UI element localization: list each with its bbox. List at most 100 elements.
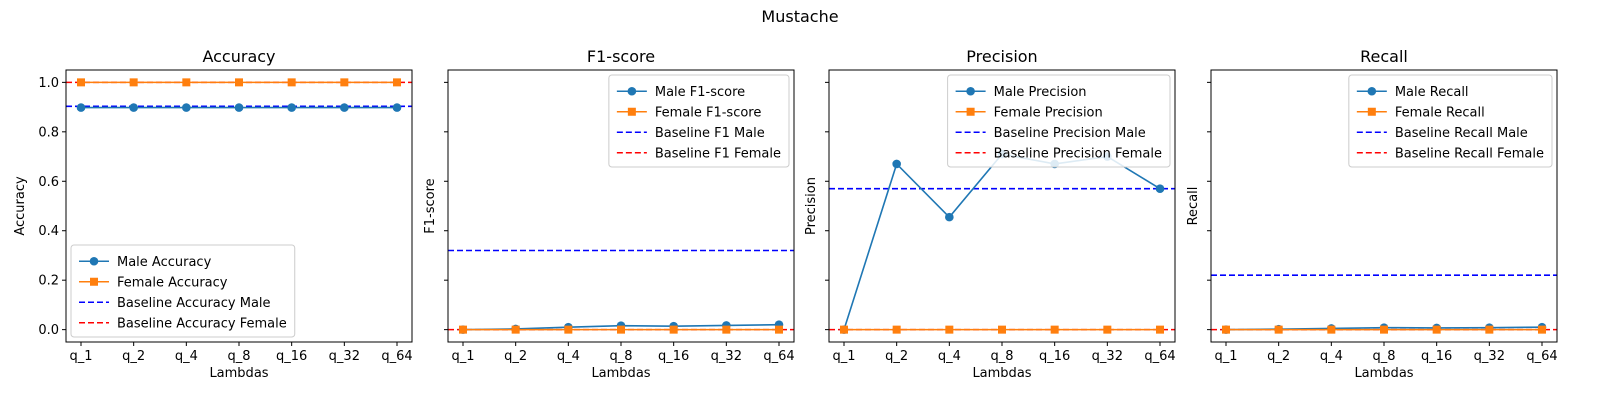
- legend-marker: [90, 277, 98, 286]
- legend-label: Male Recall: [1395, 85, 1469, 100]
- x-tick-label: q_64: [1526, 349, 1557, 364]
- data-point: [1538, 325, 1546, 334]
- y-tick-label: 0.4: [38, 224, 59, 239]
- data-point: [235, 78, 243, 87]
- y-tick-label: 0.0: [38, 323, 59, 338]
- x-tick-label: q_4: [1320, 349, 1343, 364]
- data-point: [76, 103, 86, 112]
- legend-label: Baseline F1 Male: [655, 126, 765, 141]
- legend-box: [70, 244, 296, 338]
- data-point: [511, 325, 520, 334]
- legend-label: Baseline Recall Male: [1395, 126, 1528, 141]
- legend-marker: [627, 86, 637, 96]
- x-tick-label: q_16: [276, 349, 307, 364]
- legend-label: Female F1-score: [655, 105, 762, 120]
- x-tick-label: q_8: [990, 349, 1013, 364]
- legend-label: Baseline Precision Female: [994, 146, 1162, 161]
- data-point: [340, 103, 349, 112]
- x-tick-label: q_4: [175, 349, 198, 364]
- figure-suptitle: Mustache: [761, 7, 838, 26]
- data-point: [1432, 325, 1441, 334]
- legend-label: Baseline Precision Male: [994, 126, 1146, 141]
- x-tick-label: q_4: [557, 349, 580, 364]
- data-point: [945, 212, 954, 222]
- data-point: [1222, 325, 1230, 334]
- data-point: [1103, 325, 1112, 334]
- legend-label: Male F1-score: [655, 85, 745, 100]
- data-point: [234, 103, 244, 112]
- legend-marker: [1367, 107, 1376, 116]
- data-point: [459, 325, 467, 334]
- y-axis-label: Precision: [804, 177, 819, 235]
- x-axis-label: Lambdas: [1354, 366, 1413, 381]
- data-point: [892, 159, 901, 169]
- legend-label: Female Recall: [1395, 105, 1485, 120]
- subplot-title: Accuracy: [202, 47, 275, 66]
- x-tick-label: q_1: [832, 349, 855, 364]
- legend-label: Male Precision: [994, 85, 1087, 100]
- data-point: [129, 78, 138, 87]
- data-point: [287, 78, 296, 87]
- legend: Male Recall Female Recall Baseline Recall …: [1348, 74, 1553, 168]
- x-tick-label: q_16: [1421, 349, 1452, 364]
- x-tick-label: q_1: [1214, 349, 1237, 364]
- data-point: [393, 78, 401, 87]
- subplot-2: Precision q_1 q_2 q_4 q_8 q_16 q_32 q_64 Lambdas…: [804, 47, 1176, 381]
- x-tick-label: q_2: [1267, 349, 1290, 364]
- y-axis-label: Recall: [1186, 187, 1201, 226]
- y-tick-label: 0.6: [38, 175, 59, 190]
- data-point: [182, 78, 191, 87]
- data-point: [722, 325, 731, 334]
- data-point: [1380, 325, 1388, 334]
- x-tick-label: q_4: [938, 349, 961, 364]
- x-tick-label: q_1: [69, 349, 92, 364]
- y-tick-label: 0.8: [38, 125, 59, 140]
- legend-marker: [627, 107, 636, 116]
- data-point: [1155, 184, 1165, 193]
- data-point: [340, 78, 349, 87]
- legend-marker: [89, 256, 99, 266]
- x-tick-label: q_64: [1144, 349, 1175, 364]
- y-tick-label: 1.0: [38, 76, 59, 91]
- x-tick-label: q_16: [658, 349, 689, 364]
- legend-box: [608, 74, 790, 168]
- legend-box: [947, 74, 1171, 168]
- data-point: [840, 325, 848, 334]
- data-point: [1274, 325, 1283, 334]
- data-point: [1156, 325, 1164, 334]
- y-axis-label: Accuracy: [13, 176, 28, 236]
- x-tick-label: q_1: [451, 349, 474, 364]
- data-point: [669, 325, 678, 334]
- data-point: [617, 325, 625, 334]
- legend: Male Precision Female Precision Baseline P…: [947, 74, 1171, 168]
- x-tick-label: q_8: [227, 349, 250, 364]
- subplots: Accuracy 0.0 0.2 0.4 0.6 0.8 1.0 q_1 q_2 q_4 q_8 q_…: [13, 47, 1558, 381]
- x-tick-label: q_2: [885, 349, 908, 364]
- y-tick-label: 0.2: [38, 274, 59, 289]
- subplot-3: Recall q_1 q_2 q_4 q_8 q_16 q_32 q_64 Lambdas Rec…: [1186, 47, 1558, 381]
- x-axis-label: Lambdas: [591, 366, 650, 381]
- subplot-title: Recall: [1360, 47, 1408, 66]
- data-point: [287, 103, 296, 112]
- subplot-title: Precision: [966, 47, 1037, 66]
- subplot-title: F1-score: [587, 47, 655, 66]
- x-tick-label: q_2: [504, 349, 527, 364]
- data-point: [1485, 325, 1494, 334]
- x-tick-label: q_16: [1039, 349, 1070, 364]
- legend-marker: [966, 86, 975, 96]
- legend: Male F1-score Female F1-score Baseline F1 …: [608, 74, 790, 168]
- legend-label: Baseline F1 Female: [655, 146, 781, 161]
- legend-label: Female Precision: [994, 105, 1103, 120]
- x-tick-label: q_32: [711, 349, 742, 364]
- legend-label: Male Accuracy: [117, 255, 212, 270]
- legend-label: Baseline Accuracy Male: [117, 296, 271, 311]
- data-point: [998, 325, 1006, 334]
- x-tick-label: q_32: [329, 349, 360, 364]
- legend-label: Baseline Recall Female: [1395, 146, 1544, 161]
- legend-marker: [966, 107, 975, 116]
- legend-label: Female Accuracy: [117, 275, 228, 290]
- data-point: [892, 325, 901, 334]
- legend: Male Accuracy Female Accuracy Baseline Acc…: [70, 244, 296, 338]
- legend-label: Baseline Accuracy Female: [117, 316, 287, 331]
